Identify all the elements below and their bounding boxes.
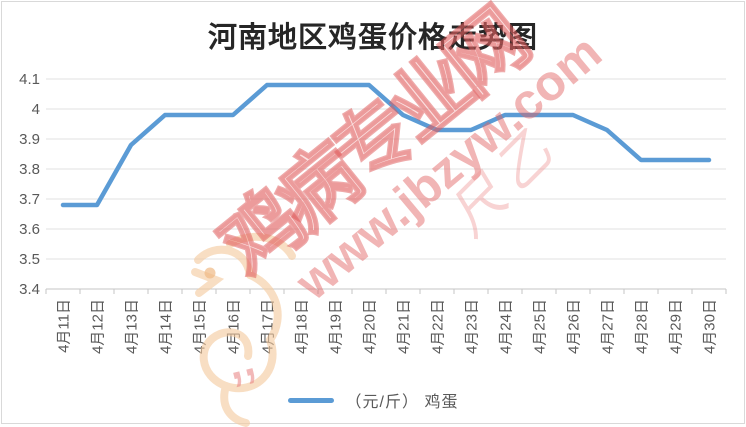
x-axis-label: 4月12日 (90, 299, 107, 354)
x-axis-label: 4月19日 (328, 299, 345, 354)
legend: （元/斤） 鸡蛋 (2, 390, 744, 411)
x-axis-label: 4月29日 (668, 299, 685, 354)
y-axis-label: 4 (32, 101, 40, 118)
x-axis-label: 4月21日 (396, 299, 413, 354)
x-axis-label: 4月26日 (566, 299, 583, 354)
x-axis-label: 4月13日 (124, 299, 141, 354)
x-axis-label: 4月20日 (362, 299, 379, 354)
y-axis-label: 3.9 (19, 131, 40, 148)
x-axis-label: 4月23日 (464, 299, 481, 354)
y-axis-label: 3.8 (19, 161, 40, 178)
y-axis-label: 4.1 (19, 71, 40, 88)
x-axis-label: 4月28日 (634, 299, 651, 354)
y-axis-label: 3.6 (19, 221, 40, 238)
x-axis-label: 4月11日 (56, 299, 73, 353)
x-axis-label: 4月30日 (702, 299, 719, 354)
legend-label: （元/斤） 鸡蛋 (345, 394, 459, 411)
x-axis-label: 4月18日 (294, 299, 311, 354)
price-line (60, 82, 712, 208)
x-axis-label: 4月14日 (158, 299, 175, 354)
x-axis-label: 4月16日 (226, 299, 243, 354)
x-axis-label: 4月17日 (260, 299, 277, 354)
x-axis-label: 4月27日 (600, 299, 617, 354)
chart-title: 河南地区鸡蛋价格走势图 (207, 22, 538, 54)
y-axis-label: 3.5 (19, 251, 40, 268)
x-axis-label: 4月15日 (192, 299, 209, 354)
x-axis-label: 4月24日 (498, 299, 515, 354)
legend-line-swatch (287, 397, 334, 403)
y-axis-label: 3.4 (19, 281, 40, 298)
y-axis-label: 3.7 (19, 191, 40, 208)
x-axis-label: 4月25日 (532, 299, 549, 354)
x-axis-label: 4月22日 (430, 299, 447, 354)
